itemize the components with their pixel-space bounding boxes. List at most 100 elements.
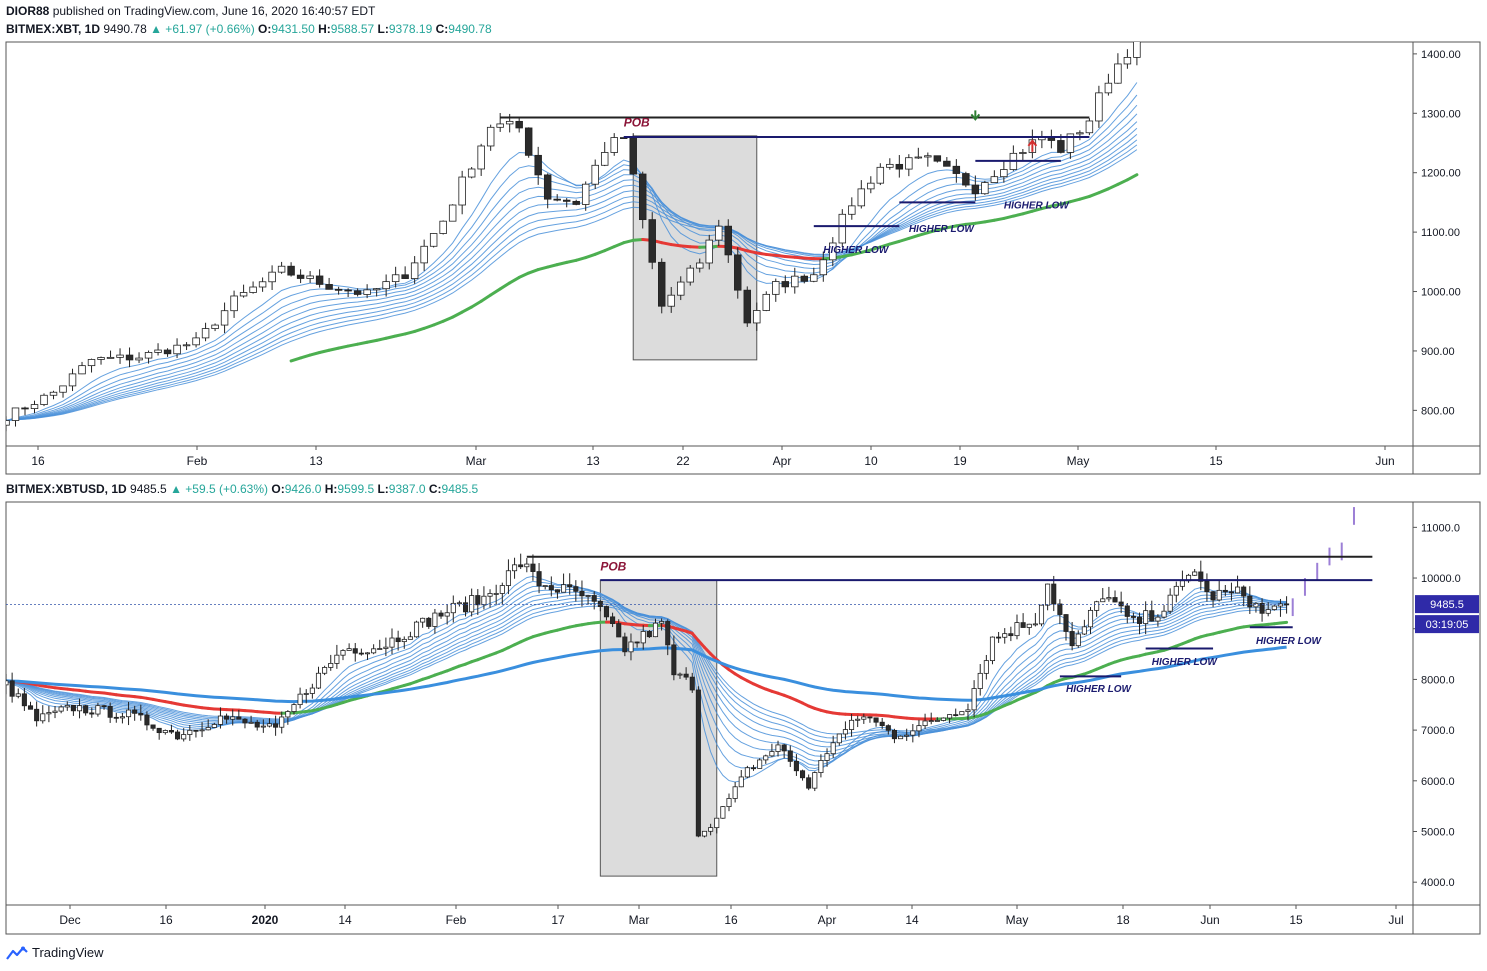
- candle: [524, 563, 530, 568]
- candle: [410, 262, 419, 279]
- candle: [27, 705, 34, 710]
- ema-trend-segment: [479, 293, 493, 303]
- candle: [469, 595, 475, 613]
- candle: [810, 274, 818, 282]
- candle: [996, 636, 1002, 639]
- x-tick-label: Jun: [1200, 913, 1219, 927]
- candle: [334, 654, 340, 664]
- candle: [799, 770, 806, 779]
- candle: [224, 715, 230, 720]
- candle: [772, 281, 780, 295]
- candle: [395, 637, 401, 643]
- ema-trend-segment: [736, 246, 749, 253]
- candle: [543, 174, 552, 200]
- x-tick-label: 15: [1289, 913, 1303, 927]
- candle: [420, 245, 428, 264]
- candle: [924, 155, 932, 158]
- ema-trend-segment: [403, 329, 417, 336]
- higher-low-label: HIGHER LOW: [1152, 657, 1219, 668]
- candle: [534, 154, 542, 176]
- candle: [1179, 580, 1185, 587]
- candle: [201, 328, 210, 339]
- ema-trend-segment: [593, 249, 607, 256]
- candle: [266, 723, 273, 727]
- ema-ribbon-line: [6, 82, 1138, 421]
- candle: [154, 349, 162, 353]
- candle: [750, 767, 757, 770]
- candle: [315, 275, 324, 285]
- candle: [68, 373, 77, 387]
- tradingview-logo-icon[interactable]: [6, 946, 28, 960]
- y-tick-label: 10000.0: [1421, 573, 1461, 585]
- candle: [303, 693, 309, 695]
- ema-trend-segment: [356, 340, 369, 346]
- candle: [220, 310, 229, 326]
- candle: [1114, 63, 1122, 84]
- chart1-symbol[interactable]: BITMEX:XBT, 1D: [6, 22, 101, 36]
- candle: [199, 729, 205, 732]
- candle: [591, 595, 597, 602]
- y-tick-label: 7000.0: [1421, 725, 1455, 737]
- footer-brand[interactable]: TradingView: [32, 945, 104, 960]
- ema-trend-segment: [669, 243, 683, 248]
- candle: [1277, 603, 1284, 607]
- candle: [389, 637, 395, 648]
- ema-trend-segment: [679, 244, 692, 249]
- x-tick-label: May: [1006, 913, 1029, 927]
- chart1-h-label: H:: [318, 22, 331, 36]
- candle: [448, 204, 457, 222]
- ema-trend-segment: [1116, 178, 1129, 186]
- ema-trend-segment: [327, 346, 341, 352]
- chart2-last: 9485.5: [130, 482, 167, 496]
- candle: [922, 720, 928, 727]
- candle: [781, 744, 787, 752]
- candle: [439, 220, 447, 234]
- candle: [58, 706, 64, 712]
- ema-trend-segment: [764, 252, 778, 257]
- publisher-name[interactable]: DIOR88: [6, 4, 50, 18]
- candle: [287, 265, 295, 276]
- x-tick-label: 2020: [252, 913, 279, 927]
- candle: [953, 714, 959, 716]
- candle: [1241, 586, 1247, 597]
- candle: [377, 648, 383, 650]
- candle: [458, 176, 466, 206]
- candle: [116, 354, 124, 358]
- candle: [135, 357, 143, 361]
- candle: [1019, 152, 1027, 154]
- candle: [258, 281, 267, 288]
- ema-trend-segment: [745, 249, 759, 255]
- candle: [916, 725, 922, 732]
- candle: [1002, 633, 1008, 638]
- candle: [867, 182, 875, 190]
- candle: [824, 753, 830, 761]
- ema-trend-segment: [299, 353, 312, 360]
- candle: [119, 716, 125, 719]
- candle: [456, 602, 462, 605]
- chart2-h-label: H:: [324, 482, 338, 496]
- ema-ribbon-line: [6, 139, 1138, 421]
- candle: [182, 344, 191, 347]
- candle: [217, 715, 223, 725]
- candle: [346, 648, 352, 651]
- candle: [132, 709, 138, 714]
- candle: [658, 261, 666, 307]
- candle: [249, 286, 257, 293]
- candle: [983, 660, 989, 674]
- candle: [46, 712, 52, 715]
- candle: [671, 644, 677, 676]
- candle: [928, 720, 934, 722]
- candle: [168, 730, 174, 733]
- candle: [895, 163, 904, 170]
- chart1-close: 9490.78: [448, 22, 492, 36]
- x-tick-label: May: [1067, 454, 1090, 468]
- chart2-symbol[interactable]: BITMEX:XBTUSD, 1D: [6, 482, 127, 496]
- candle: [87, 359, 96, 367]
- candle: [372, 288, 381, 291]
- candle: [52, 710, 58, 713]
- countdown-tag: [1415, 615, 1479, 634]
- candle: [947, 714, 953, 719]
- y-tick-label: 1400.00: [1421, 49, 1461, 61]
- candle: [97, 357, 105, 360]
